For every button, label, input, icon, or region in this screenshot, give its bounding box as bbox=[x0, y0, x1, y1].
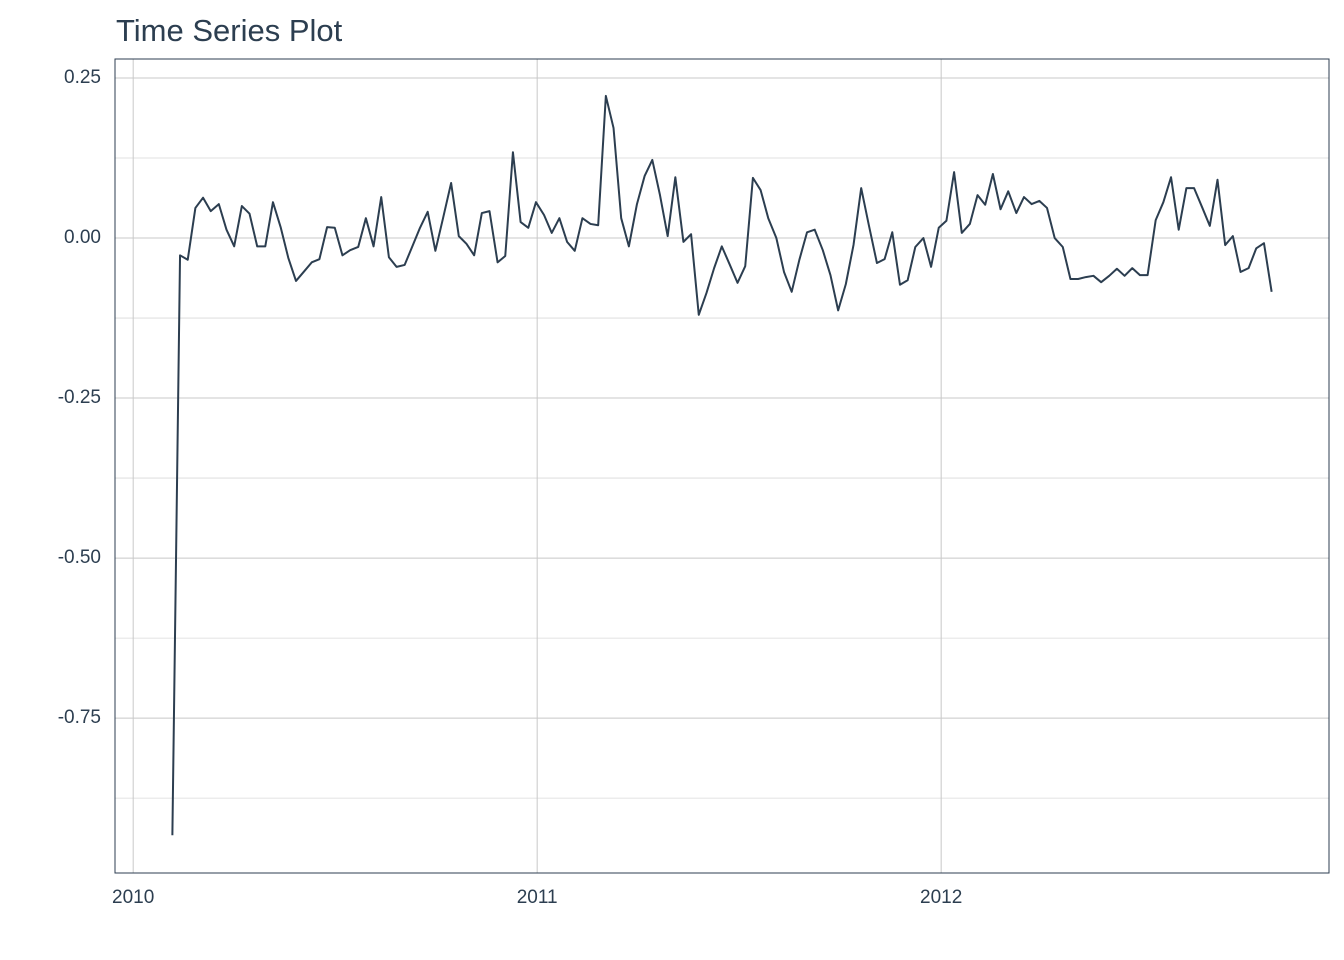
y-tick-label: 0.00 bbox=[64, 227, 101, 248]
chart-title: Time Series Plot bbox=[116, 13, 343, 48]
y-tick-label: 0.25 bbox=[64, 67, 101, 88]
y-tick-label: -0.75 bbox=[58, 707, 101, 728]
y-tick-label: -0.50 bbox=[58, 547, 101, 568]
x-tick-label: 2011 bbox=[517, 887, 558, 908]
y-tick-label: -0.25 bbox=[58, 387, 101, 408]
x-tick-label: 2010 bbox=[112, 887, 154, 908]
panel-border bbox=[114, 58, 1330, 874]
x-tick-label: 2012 bbox=[920, 887, 962, 908]
series-line bbox=[171, 94, 1273, 836]
